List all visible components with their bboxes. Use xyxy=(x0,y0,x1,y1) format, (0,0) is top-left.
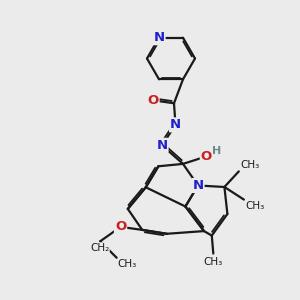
Text: N: N xyxy=(170,118,181,131)
Text: O: O xyxy=(147,94,159,107)
Text: N: N xyxy=(192,179,204,192)
Text: CH₃: CH₃ xyxy=(117,259,136,269)
Text: CH₃: CH₃ xyxy=(245,201,265,211)
Text: H: H xyxy=(212,146,221,156)
Text: O: O xyxy=(201,150,212,163)
Text: N: N xyxy=(153,31,165,44)
Text: N: N xyxy=(156,139,168,152)
Text: CH₂: CH₂ xyxy=(90,243,109,253)
Text: CH₃: CH₃ xyxy=(240,160,260,170)
Text: O: O xyxy=(115,220,126,233)
Text: CH₃: CH₃ xyxy=(204,257,223,267)
